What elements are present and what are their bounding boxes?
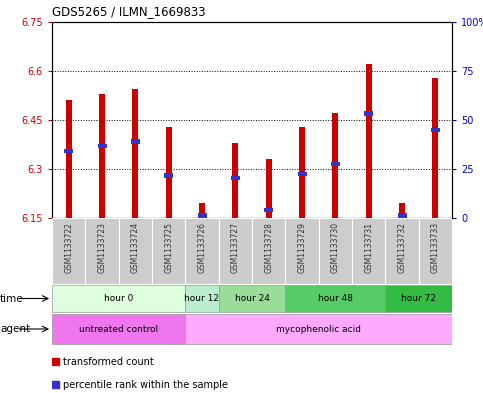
Bar [152,218,185,284]
Bar [352,218,385,284]
Bar [85,218,119,284]
Text: hour 0: hour 0 [104,294,133,303]
Bar [119,218,152,284]
Text: GSM1133728: GSM1133728 [264,222,273,273]
Bar [185,218,219,284]
Bar [52,358,59,365]
Bar [385,285,452,312]
Bar [185,314,452,344]
Bar [52,218,85,284]
Text: GSM1133731: GSM1133731 [364,222,373,273]
Bar [52,285,185,312]
Bar [364,111,373,116]
Text: untreated control: untreated control [79,325,158,334]
Bar [319,218,352,284]
Bar [285,285,385,312]
Text: GSM1133730: GSM1133730 [331,222,340,273]
Bar [132,89,138,218]
Text: time: time [0,294,24,303]
Bar [198,213,207,218]
Bar [298,172,307,176]
Text: GSM1133733: GSM1133733 [431,222,440,273]
Bar [99,94,105,218]
Text: GSM1133729: GSM1133729 [298,222,307,273]
Text: hour 72: hour 72 [401,294,436,303]
Bar [166,127,171,218]
Text: GDS5265 / ILMN_1669833: GDS5265 / ILMN_1669833 [52,5,206,18]
Bar [232,143,238,218]
Bar [419,218,452,284]
Bar [366,64,371,218]
Bar [252,218,285,284]
Text: hour 12: hour 12 [185,294,219,303]
Bar [52,314,185,344]
Text: GSM1133722: GSM1133722 [64,222,73,273]
Text: mycophenolic acid: mycophenolic acid [276,325,361,334]
Bar [432,77,439,218]
Bar [332,114,338,218]
Bar [219,285,285,312]
Bar [98,144,106,149]
Bar [266,159,271,218]
Bar [264,208,273,212]
Bar [52,381,59,388]
Bar [66,100,71,218]
Text: GSM1133723: GSM1133723 [98,222,106,273]
Bar [185,285,219,312]
Bar [199,203,205,218]
Bar [399,203,405,218]
Bar [299,127,305,218]
Bar [219,218,252,284]
Text: GSM1133724: GSM1133724 [131,222,140,273]
Bar [431,127,440,132]
Text: percentile rank within the sample: percentile rank within the sample [63,380,228,390]
Bar [131,139,140,143]
Text: GSM1133727: GSM1133727 [231,222,240,273]
Bar [64,149,73,153]
Text: hour 48: hour 48 [318,294,353,303]
Text: agent: agent [0,324,30,334]
Bar [164,173,173,178]
Bar [231,176,240,180]
Text: transformed count: transformed count [63,357,154,367]
Bar [398,213,407,218]
Bar [285,218,319,284]
Text: hour 24: hour 24 [235,294,270,303]
Bar [385,218,419,284]
Text: GSM1133732: GSM1133732 [398,222,407,273]
Text: GSM1133725: GSM1133725 [164,222,173,273]
Text: GSM1133726: GSM1133726 [198,222,207,273]
Bar [331,162,340,166]
